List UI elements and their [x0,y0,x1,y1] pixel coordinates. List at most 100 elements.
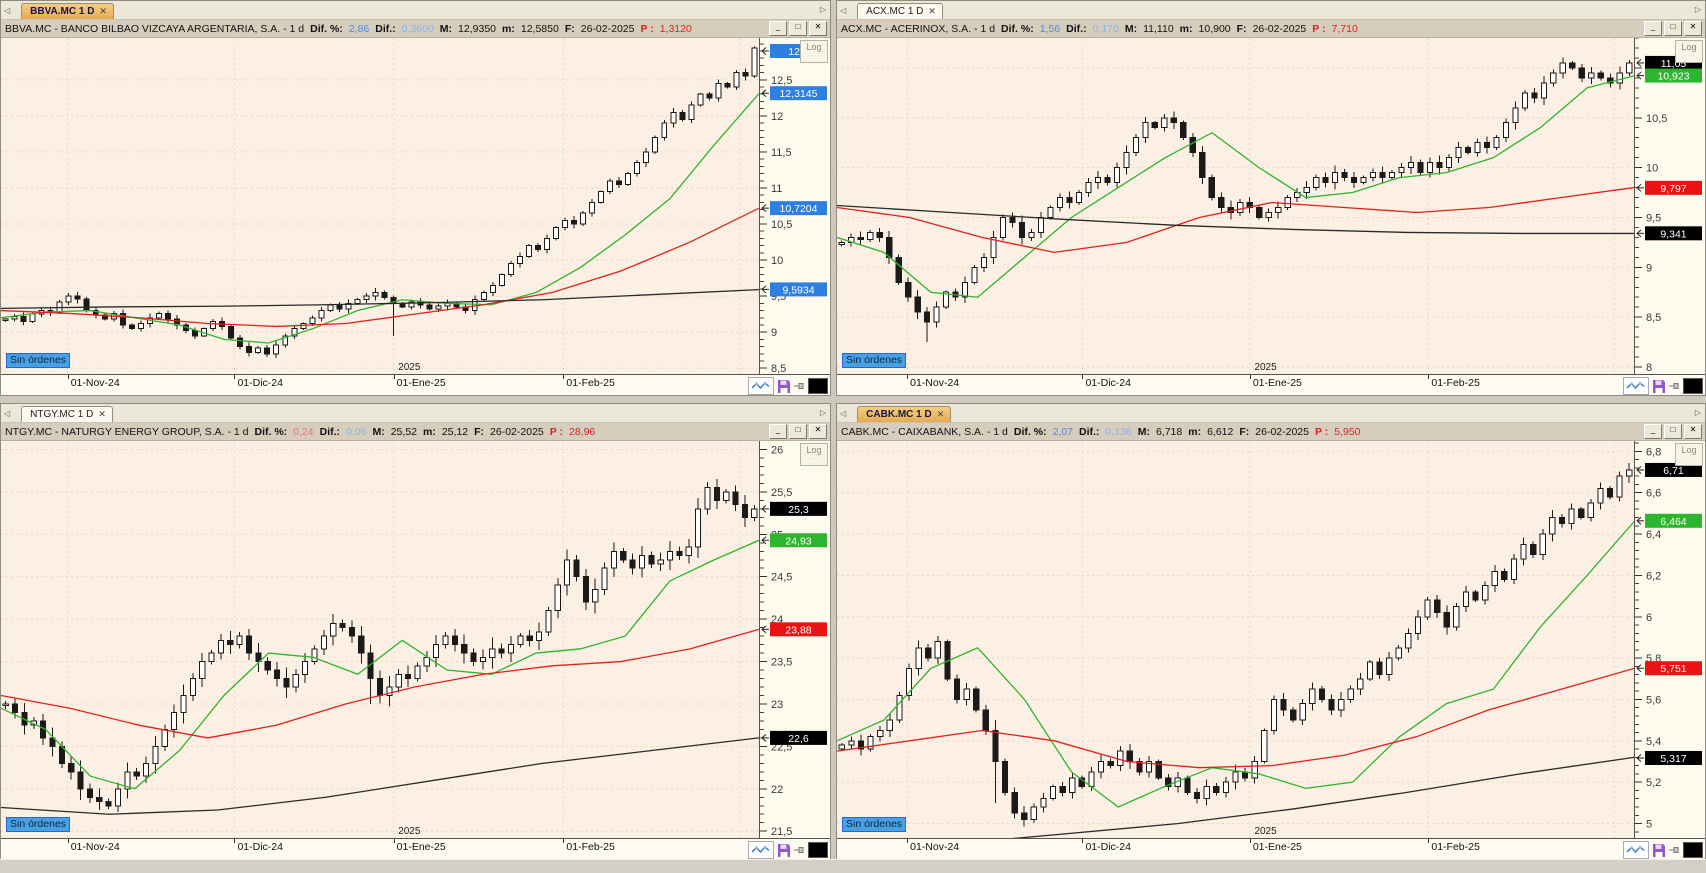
black-box-icon[interactable] [1683,842,1703,858]
price-value: 7,710 [1331,22,1358,35]
price-axis[interactable]: 5 5,2 5,4 5,6 5,8 6 6,2 6,4 6,6 6,8 6,71 6,464 5,751… [1634,441,1705,839]
sin-ordenes-badge[interactable]: Sin órdenes [842,817,907,832]
tab-scroll-right-icon[interactable]: ▷ [1694,408,1701,417]
log-scale-toggle[interactable]: Log ···· [800,40,828,63]
svg-text:9: 9 [771,327,777,339]
svg-text:9,341: 9,341 [1660,228,1686,240]
tab-close-icon[interactable]: ✕ [928,6,936,16]
save-icon[interactable] [1652,843,1666,858]
date-label: F: [1239,425,1250,438]
line-chart-icon[interactable] [1623,841,1649,859]
svg-text:6,2: 6,2 [1646,570,1661,582]
dif-label: Dif.: [1066,22,1087,35]
min-value: 25,12 [441,425,469,438]
panel-bbva: ◁ BBVA.MC 1 D ✕ ▷ BBVA.MC - BANCO BILBAO… [0,0,831,396]
svg-text:10,5: 10,5 [1646,113,1667,125]
dif-value: 0,3600 [401,22,434,35]
svg-text:8,5: 8,5 [771,363,786,374]
line-chart-icon[interactable] [748,841,774,859]
svg-text:10,923: 10,923 [1657,71,1689,83]
tab-scroll-left-icon[interactable]: ◁ [840,5,847,15]
price-value: 5,950 [1334,425,1361,438]
tab-close-icon[interactable]: ✕ [99,6,107,16]
sin-ordenes-badge[interactable]: Sin órdenes [6,817,71,832]
minimize-button[interactable]: _ [1644,424,1662,439]
symbol-title: BBVA.MC - BANCO BILBAO VIZCAYA ARGENTARI… [5,22,305,35]
close-button[interactable]: ✕ [1684,21,1702,36]
dif-pct-label: Dif. %: [1001,22,1034,35]
price-axis[interactable]: 8,5 9 9,5 10 10,5 11 11,5 12 12,5 12,9 12,3145 10,7… [759,38,830,375]
chart-canvas[interactable]: Sin órdenes 2025 [837,441,1634,839]
save-icon[interactable] [1652,379,1666,394]
window-buttons: _ □ ✕ [1644,21,1702,36]
time-tick [1428,375,1430,379]
black-box-icon[interactable] [1683,378,1703,394]
max-value: 6,718 [1155,425,1183,438]
panel-acx: ◁ ACX.MC 1 D ✕ ▷ ACX.MC - ACERINOX, S.A.… [836,0,1706,396]
maximize-button[interactable]: □ [1664,424,1682,439]
tab-scroll-left-icon[interactable]: ◁ [4,5,11,15]
svg-text:6,71: 6,71 [1663,465,1684,477]
save-icon[interactable] [777,843,791,858]
time-tick [563,839,565,843]
sin-ordenes-badge[interactable]: Sin órdenes [842,353,907,368]
close-button[interactable]: ✕ [1684,424,1702,439]
min-value: 10,900 [1198,22,1231,35]
pin-icon[interactable] [1669,381,1680,391]
black-box-icon[interactable] [808,842,828,858]
dif-value: 0,06 [346,425,367,438]
date-value: 26-02-2025 [1252,22,1307,35]
date-label: F: [1236,22,1247,35]
time-tick [234,375,236,379]
chart-tab[interactable]: BBVA.MC 1 D ✕ [21,3,114,19]
pin-icon[interactable] [1669,845,1680,855]
log-scale-toggle[interactable]: Log ···· [1675,40,1703,63]
chart-tab[interactable]: ACX.MC 1 D ✕ [857,3,943,19]
tab-scroll-right-icon[interactable]: ▷ [1694,5,1701,14]
tab-scroll-left-icon[interactable]: ◁ [4,408,11,418]
svg-text:9,5: 9,5 [1646,212,1661,224]
sin-ordenes-badge[interactable]: Sin órdenes [6,353,71,368]
window-buttons: _ □ ✕ [769,21,827,36]
min-value: 12,5850 [520,22,559,35]
tab-scroll-right-icon[interactable]: ▷ [819,408,826,417]
maximize-button[interactable]: □ [789,21,807,36]
minimize-button[interactable]: _ [769,21,787,36]
black-box-icon[interactable] [808,378,828,394]
chart-canvas[interactable]: Sin órdenes 2025 [1,38,759,375]
pin-icon[interactable] [794,381,805,391]
symbol-title: CABK.MC - CAIXABANK, S.A. - 1 d [841,425,1008,438]
chart-tab[interactable]: NTGY.MC 1 D ✕ [21,406,113,422]
line-chart-icon[interactable] [748,377,774,395]
tab-scroll-right-icon[interactable]: ▷ [819,5,826,14]
log-scale-toggle[interactable]: Log ···· [1675,443,1703,466]
maximize-button[interactable]: □ [1664,21,1682,36]
chart-canvas[interactable]: Sin órdenes 2025 [837,38,1634,375]
close-button[interactable]: ✕ [809,21,827,36]
svg-text:24,5: 24,5 [771,572,792,584]
time-tick [1428,839,1430,843]
chart-tab[interactable]: CABK.MC 1 D ✕ [857,406,952,422]
tab-close-icon[interactable]: ✕ [936,409,945,419]
chart-canvas[interactable]: Sin órdenes 2025 [1,441,759,839]
price-axis[interactable]: 21,52222,52323,52424,52525,52625,324,932… [759,441,830,839]
line-chart-icon[interactable] [1623,377,1649,395]
minimize-button[interactable]: _ [1644,21,1662,36]
time-tick-label: 01-Dic-24 [237,377,283,389]
maximize-button[interactable]: □ [789,424,807,439]
tab-scroll-left-icon[interactable]: ◁ [840,408,847,418]
save-icon[interactable] [777,379,791,394]
time-tick [1249,375,1251,379]
time-tick [234,839,236,843]
close-button[interactable]: ✕ [809,424,827,439]
time-tick [393,839,395,843]
minimize-button[interactable]: _ [769,424,787,439]
tab-close-icon[interactable]: ✕ [98,409,106,419]
pin-icon[interactable] [794,845,805,855]
dif-pct-label: Dif. %: [1013,425,1047,438]
log-scale-toggle[interactable]: Log ···· [800,443,828,466]
svg-text:25,3: 25,3 [788,504,809,516]
time-axis: 01-Nov-24 01-Dic-24 01-Ene-25 01-Feb-25 [1,839,830,859]
